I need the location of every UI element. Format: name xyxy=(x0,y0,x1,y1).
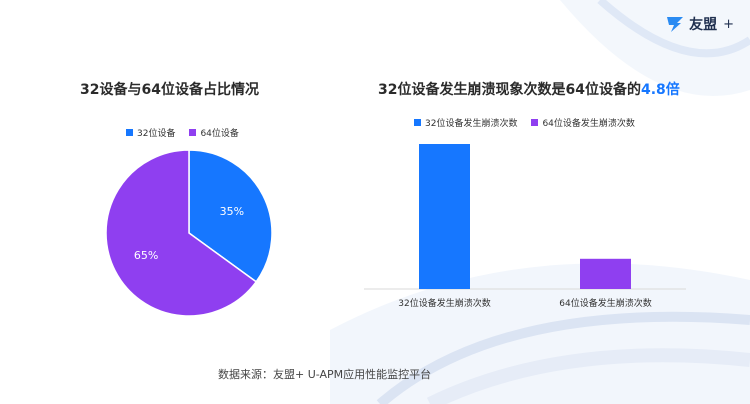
bar-1 xyxy=(419,144,470,289)
pie-slice-label: 35% xyxy=(220,205,244,218)
bar-chart-title: 32位设备发生崩溃现象次数是64位设备的4.8倍 xyxy=(378,79,680,99)
pie-slice-1 xyxy=(188,149,273,283)
brand-name: 友盟 xyxy=(689,17,718,33)
pie-slice-label: 65% xyxy=(134,249,158,262)
pie-slice-2 xyxy=(105,149,258,317)
legend-swatch-blue xyxy=(414,119,421,126)
pie-legend-item: 32位设备 xyxy=(126,126,175,139)
brand-plus: + xyxy=(723,16,734,32)
bar-legend-label: 32位设备发生崩溃次数 xyxy=(425,119,518,129)
bar-category-label: 32位设备发生崩溃次数 xyxy=(398,297,490,309)
legend-swatch-purple xyxy=(189,129,197,136)
pie-legend-label: 32位设备 xyxy=(137,129,176,139)
brand-logo: 友盟 + xyxy=(665,14,734,34)
bar-legend-label: 64位设备发生崩溃次数 xyxy=(542,119,635,129)
legend-swatch-blue xyxy=(126,129,133,136)
bar-legend-item: 64位设备发生崩溃次数 xyxy=(531,116,635,129)
pie-chart-title: 32设备与64位设备占比情况 xyxy=(80,82,259,98)
bar-title-highlight: 4.8倍 xyxy=(640,82,680,98)
pie-legend-label: 64位设备 xyxy=(200,129,239,139)
pie-legend-item: 64位设备 xyxy=(189,126,239,139)
pie-legend: 32位设备 64位设备 xyxy=(126,126,239,139)
bar-category-label: 64位设备发生崩溃次数 xyxy=(559,297,651,309)
bar-title-prefix: 32位设备发生崩溃现象次数是64位设备的 xyxy=(378,82,641,98)
legend-swatch-purple xyxy=(531,119,539,126)
bar-legend-item: 32位设备发生崩溃次数 xyxy=(414,116,517,129)
bar-2 xyxy=(580,258,631,289)
bar-legend: 32位设备发生崩溃次数 64位设备发生崩溃次数 xyxy=(414,116,635,129)
data-source-note: 数据来源：友盟+ U-APM应用性能监控平台 xyxy=(218,368,432,381)
umeng-logo-icon xyxy=(667,17,684,32)
